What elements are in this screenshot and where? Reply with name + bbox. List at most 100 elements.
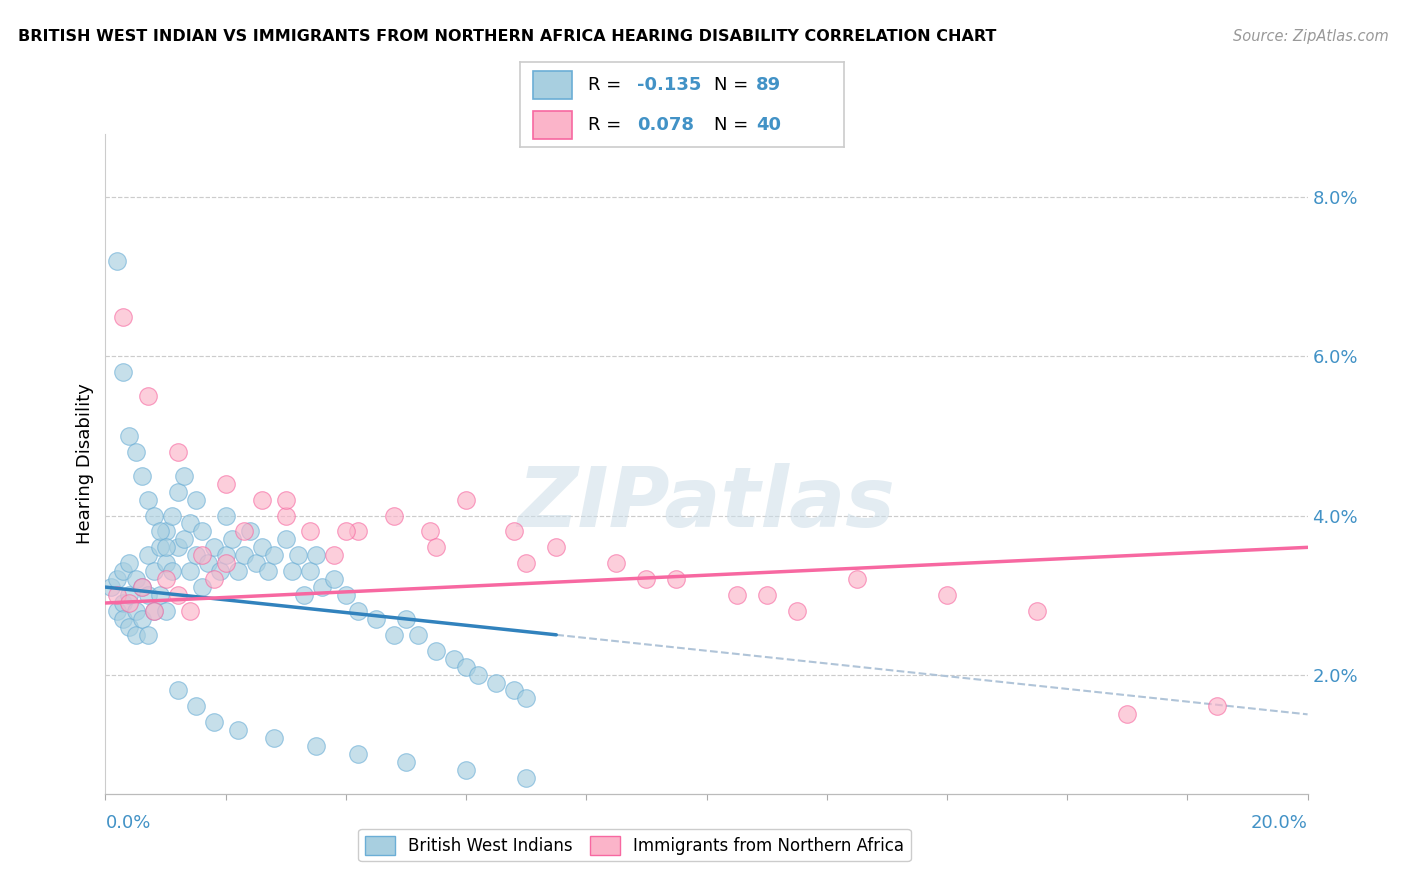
Point: [160, 564, 183, 578]
Point: [166, 683, 188, 698]
Text: BRITISH WEST INDIAN VS IMMIGRANTS FROM NORTHERN AFRICA HEARING DISABILITY CORREL: BRITISH WEST INDIAN VS IMMIGRANTS FROM N…: [18, 29, 997, 45]
Point: [250, 492, 273, 507]
Point: [454, 492, 477, 507]
Text: R =: R =: [588, 77, 627, 95]
Point: [124, 628, 146, 642]
Point: [298, 524, 321, 539]
Point: [406, 628, 429, 642]
Point: [197, 556, 219, 570]
Point: [173, 468, 195, 483]
Point: [395, 755, 418, 769]
Point: [131, 468, 153, 483]
Text: ZIPatlas: ZIPatlas: [517, 463, 896, 544]
Point: [419, 524, 441, 539]
Point: [118, 429, 141, 443]
Text: -0.135: -0.135: [637, 77, 702, 95]
Point: [382, 508, 405, 523]
Legend: British West Indians, Immigrants from Northern Africa: British West Indians, Immigrants from No…: [359, 829, 911, 862]
Point: [245, 556, 267, 570]
Point: [425, 644, 447, 658]
Text: 20.0%: 20.0%: [1251, 814, 1308, 831]
Text: 0.0%: 0.0%: [105, 814, 150, 831]
Point: [226, 723, 249, 738]
Point: [142, 508, 165, 523]
Point: [232, 524, 254, 539]
Text: R =: R =: [588, 116, 627, 134]
Point: [347, 524, 370, 539]
Point: [311, 580, 333, 594]
Text: 0.078: 0.078: [637, 116, 693, 134]
Point: [503, 683, 526, 698]
Point: [148, 588, 170, 602]
Point: [190, 524, 212, 539]
Point: [454, 659, 477, 673]
Text: N =: N =: [714, 77, 754, 95]
Point: [112, 596, 135, 610]
Point: [239, 524, 262, 539]
Point: [214, 508, 236, 523]
Point: [281, 564, 304, 578]
Point: [107, 588, 129, 602]
Point: [118, 596, 141, 610]
Point: [364, 612, 387, 626]
Point: [184, 699, 207, 714]
Text: Source: ZipAtlas.com: Source: ZipAtlas.com: [1233, 29, 1389, 45]
Point: [166, 588, 188, 602]
Point: [208, 564, 231, 578]
Point: [131, 580, 153, 594]
Point: [202, 715, 225, 730]
Point: [287, 549, 309, 563]
Point: [845, 572, 868, 586]
Point: [725, 588, 748, 602]
Point: [179, 604, 201, 618]
Point: [107, 254, 129, 268]
Point: [124, 604, 146, 618]
Point: [155, 572, 177, 586]
Point: [786, 604, 808, 618]
Point: [155, 541, 177, 555]
Point: [118, 588, 141, 602]
Point: [112, 365, 135, 379]
Point: [515, 556, 537, 570]
Point: [173, 533, 195, 547]
Point: [190, 549, 212, 563]
Point: [107, 572, 129, 586]
Point: [226, 564, 249, 578]
Point: [166, 484, 188, 499]
Point: [118, 556, 141, 570]
Bar: [533, 71, 572, 99]
Point: [221, 533, 243, 547]
Point: [155, 556, 177, 570]
Text: 89: 89: [756, 77, 782, 95]
Point: [665, 572, 688, 586]
Point: [232, 549, 254, 563]
Point: [322, 549, 344, 563]
Point: [263, 731, 285, 746]
Point: [425, 541, 447, 555]
Point: [214, 556, 236, 570]
Point: [322, 572, 344, 586]
Point: [202, 541, 225, 555]
Point: [184, 492, 207, 507]
Point: [118, 620, 141, 634]
Point: [112, 310, 135, 324]
Point: [142, 604, 165, 618]
Point: [515, 691, 537, 706]
Text: 40: 40: [756, 116, 782, 134]
Point: [467, 667, 489, 681]
Point: [347, 604, 370, 618]
Point: [136, 628, 159, 642]
Point: [1206, 699, 1229, 714]
Point: [136, 492, 159, 507]
Point: [503, 524, 526, 539]
Point: [263, 549, 285, 563]
Point: [155, 524, 177, 539]
Point: [1116, 707, 1139, 722]
Point: [305, 549, 328, 563]
Point: [395, 612, 418, 626]
Point: [250, 541, 273, 555]
Point: [256, 564, 278, 578]
Point: [124, 445, 146, 459]
Point: [546, 541, 568, 555]
Point: [179, 564, 201, 578]
